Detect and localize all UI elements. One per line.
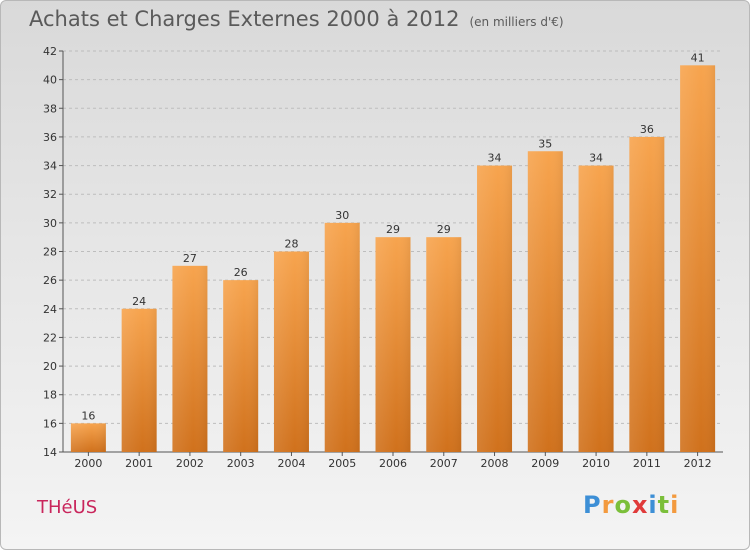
bar-shade-2010 <box>578 165 614 453</box>
y-tick-label-16: 16 <box>43 417 57 430</box>
y-tick-label-38: 38 <box>43 102 57 115</box>
x-tick-label-2008: 2008 <box>481 457 509 470</box>
x-tick-label-2001: 2001 <box>125 457 153 470</box>
logo-letter: t <box>657 491 671 519</box>
bar-shade-2005 <box>324 222 360 452</box>
value-label-2002: 27 <box>183 252 197 265</box>
value-label-2004: 28 <box>284 238 298 251</box>
logo-letter: i <box>670 491 680 519</box>
y-tick-label-28: 28 <box>43 246 57 259</box>
logo-letter: r <box>601 491 615 519</box>
value-label-2003: 26 <box>234 266 248 279</box>
y-tick-label-42: 42 <box>43 45 57 58</box>
value-label-2005: 30 <box>335 209 349 222</box>
y-tick-label-34: 34 <box>43 160 57 173</box>
value-label-2006: 29 <box>386 223 400 236</box>
y-tick-label-18: 18 <box>43 389 57 402</box>
bar-shade-2007 <box>426 237 462 452</box>
bar-shade-2012 <box>680 65 716 453</box>
y-tick-label-36: 36 <box>43 131 57 144</box>
logo-letter: P <box>583 491 602 519</box>
y-tick-label-20: 20 <box>43 360 57 373</box>
value-label-2012: 41 <box>691 51 705 64</box>
bar-shade-2006 <box>375 237 411 452</box>
value-label-2011: 36 <box>640 123 654 136</box>
x-tick-label-2004: 2004 <box>277 457 305 470</box>
value-label-2009: 35 <box>538 137 552 150</box>
y-tick-label-30: 30 <box>43 217 57 230</box>
logo-letter: i <box>648 491 658 519</box>
y-tick-label-24: 24 <box>43 303 57 316</box>
value-label-2008: 34 <box>488 152 502 165</box>
y-tick-label-32: 32 <box>43 188 57 201</box>
y-tick-label-40: 40 <box>43 74 57 87</box>
place-name: THéUS <box>37 497 98 518</box>
chart-title-text: Achats et Charges Externes 2000 à 2012 <box>29 7 460 31</box>
x-tick-label-2009: 2009 <box>531 457 559 470</box>
logo-letter: o <box>614 491 632 519</box>
y-tick-label-22: 22 <box>43 331 57 344</box>
value-label-2007: 29 <box>437 223 451 236</box>
bar-shade-2011 <box>629 136 665 452</box>
bar-layer: 16 24 27 26 28 30 29 29 34 35 34 36 41 <box>70 51 716 453</box>
x-tick-label-2011: 2011 <box>633 457 661 470</box>
bar-shade-2008 <box>477 165 513 453</box>
value-label-2001: 24 <box>132 295 146 308</box>
value-label-2000: 16 <box>81 409 95 422</box>
bar-shade-2000 <box>70 423 106 452</box>
y-tick-label-14: 14 <box>43 446 57 459</box>
x-tick-label-2000: 2000 <box>74 457 102 470</box>
bar-shade-2009 <box>527 151 563 452</box>
value-label-2010: 34 <box>589 152 603 165</box>
bar-shade-2002 <box>172 265 208 452</box>
proxiti-logo: Proxiti <box>583 491 679 519</box>
chart-title: Achats et Charges Externes 2000 à 2012 (e… <box>29 7 564 31</box>
x-tick-label-2005: 2005 <box>328 457 356 470</box>
y-tick-label-26: 26 <box>43 274 57 287</box>
chart-subtitle: (en milliers d'€) <box>469 15 564 29</box>
x-tick-label-2002: 2002 <box>176 457 204 470</box>
x-tick-label-2007: 2007 <box>430 457 458 470</box>
bar-shade-2001 <box>121 308 157 452</box>
x-tick-label-2003: 2003 <box>227 457 255 470</box>
bar-shade-2004 <box>273 251 309 452</box>
logo-letter: x <box>631 491 649 519</box>
x-tick-label-2010: 2010 <box>582 457 610 470</box>
x-tick-label-2006: 2006 <box>379 457 407 470</box>
x-tick-label-2012: 2012 <box>684 457 712 470</box>
bar-shade-2003 <box>223 280 259 452</box>
